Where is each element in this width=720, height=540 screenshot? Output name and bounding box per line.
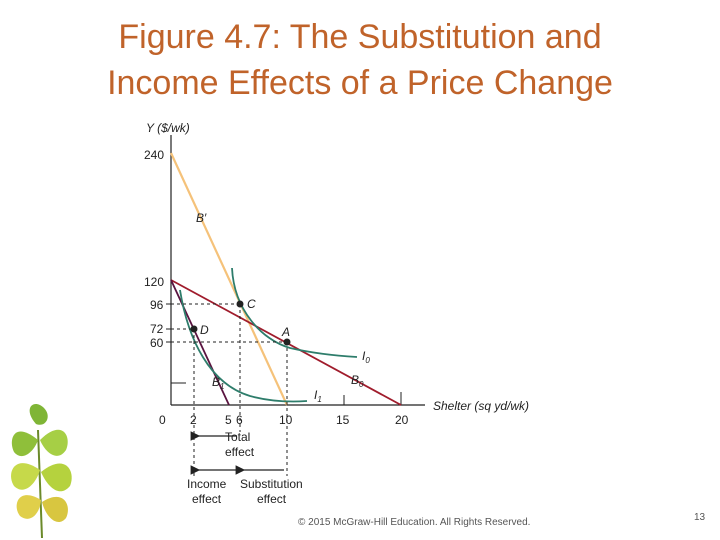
point-a-label: A: [281, 325, 290, 339]
y-tick-120: 120: [144, 275, 164, 289]
y-tick-96: 96: [150, 298, 164, 312]
indifference-curve-i0: [231, 267, 358, 358]
substitution-effect-label-1: Substitution: [240, 477, 303, 491]
point-c: [236, 300, 244, 308]
income-effect-label-2: effect: [192, 492, 222, 506]
y-axis-label: Y ($/wk): [146, 121, 190, 135]
total-effect-label-2: effect: [225, 445, 255, 459]
income-effect-label-1: Income: [187, 477, 227, 491]
indifference-curve-i1: [179, 289, 308, 403]
slide-title-line-1: Figure 4.7: The Substitution and: [118, 18, 602, 56]
point-c-label: C: [247, 297, 256, 311]
x-axis-label: Shelter (sq yd/wk): [433, 399, 529, 413]
x-tick-0: 0: [159, 413, 166, 427]
point-a: [283, 338, 291, 346]
point-d-label: D: [200, 323, 209, 337]
ginkgo-leaf-icon: [11, 403, 72, 539]
y-tick-240: 240: [144, 148, 164, 162]
y-tick-72: 72: [150, 322, 164, 336]
slide-title-line-2: Income Effects of a Price Change: [107, 64, 613, 102]
x-tick-10: 10: [279, 413, 293, 427]
x-tick-5: 5: [225, 413, 232, 427]
budget-line-b1: [170, 279, 230, 406]
budget-line-b-prime: [170, 152, 288, 406]
indifference-curve-i1-label: I1: [314, 388, 322, 404]
budget-line-b-prime-label: B′: [196, 211, 207, 225]
slide-title: Figure 4.7: The Substitution and Income …: [40, 14, 680, 106]
x-tick-20: 20: [395, 413, 409, 427]
indifference-curve-i0-label: I0: [362, 349, 370, 365]
total-effect-label-1: Total: [225, 430, 250, 444]
point-d: [190, 325, 198, 333]
x-tick-15: 15: [336, 413, 350, 427]
substitution-effect-label-2: effect: [257, 492, 287, 506]
budget-line-b1-label: B1: [212, 375, 224, 391]
page-number: 13: [694, 512, 706, 523]
budget-line-b0-label: B0: [351, 373, 364, 389]
copyright-notice: © 2015 McGraw-Hill Education. All Rights…: [298, 517, 531, 528]
y-tick-60: 60: [150, 336, 164, 350]
